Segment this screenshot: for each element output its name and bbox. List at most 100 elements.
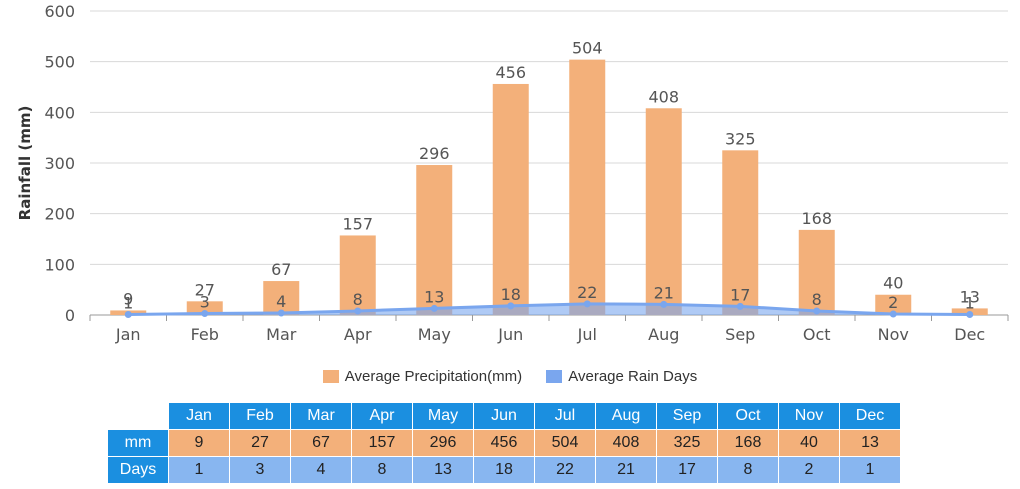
bar-precipitation [186, 301, 223, 315]
data-table-days-cell: 8 [717, 456, 779, 484]
bar-precipitation [492, 83, 529, 316]
data-label-rain-days: 18 [501, 285, 521, 304]
data-table-header-row: Jan Feb Mar Apr May Jun Jul Aug Sep Oct Nov Dec [107, 402, 901, 430]
data-label-precipitation: 67 [271, 260, 291, 279]
x-tick-label: Nov [878, 325, 909, 344]
data-table-mm-cell: 408 [595, 429, 657, 457]
data-label-rain-days: 8 [353, 290, 363, 309]
data-table: Jan Feb Mar Apr May Jun Jul Aug Sep Oct Nov Dec mm … [107, 402, 901, 484]
data-table-mm-cell: 9 [168, 429, 230, 457]
data-table-mm-cell: 504 [534, 429, 596, 457]
point-rain-days [277, 309, 285, 317]
y-axis-label: Rainfall (mm) [16, 106, 34, 221]
bar-precipitation [645, 108, 682, 315]
point-rain-days [583, 300, 591, 308]
data-table-month-header: Jun [473, 402, 535, 430]
data-table-days-cell: 1 [839, 456, 901, 484]
point-rain-days [354, 307, 362, 315]
data-table-month-header: Jul [534, 402, 596, 430]
data-label-rain-days: 3 [200, 292, 210, 311]
data-label-precipitation: 456 [495, 63, 526, 82]
data-table-mm-cell: 40 [778, 429, 840, 457]
data-table-month-header: Apr [351, 402, 413, 430]
x-tick-label: Jan [115, 325, 141, 344]
data-table-days-cell: 22 [534, 456, 596, 484]
y-tick-label: 0 [65, 306, 75, 325]
point-rain-days [813, 307, 821, 315]
bar-precipitation [263, 281, 300, 315]
data-table-month-header: Nov [778, 402, 840, 430]
x-tick-label: Jun [497, 325, 523, 344]
data-label-rain-days: 4 [276, 292, 286, 311]
legend-precipitation[interactable]: Average Precipitation(mm) [322, 368, 523, 385]
data-table-days-cell: 2 [778, 456, 840, 484]
data-table-days-row: Days 1 3 4 8 13 18 22 21 17 8 2 1 [107, 456, 901, 484]
point-rain-days [736, 302, 744, 310]
data-table-corner [107, 402, 169, 430]
data-table-mm-label: mm [107, 429, 169, 457]
bar-precipitation [722, 150, 759, 315]
data-label-precipitation: 13 [960, 287, 980, 306]
bar-precipitation [798, 229, 835, 315]
legend-rain-days[interactable]: Average Rain Days [546, 368, 697, 385]
data-table-month-header: Sep [656, 402, 718, 430]
x-tick-label: Aug [648, 325, 679, 344]
data-label-precipitation: 408 [648, 87, 679, 106]
point-rain-days [507, 302, 515, 310]
bar-precipitation [569, 59, 606, 315]
data-label-precipitation: 27 [195, 280, 215, 299]
x-tick-label: Dec [954, 325, 985, 344]
x-tick-label: Feb [191, 325, 219, 344]
data-label-rain-days: 13 [424, 287, 444, 306]
data-label-precipitation: 157 [342, 214, 373, 233]
data-table-month-header: Mar [290, 402, 352, 430]
data-label-rain-days: 8 [812, 290, 822, 309]
x-tick-label: May [418, 325, 451, 344]
data-table-days-cell: 13 [412, 456, 474, 484]
data-label-rain-days: 21 [654, 283, 674, 302]
data-table-mm-cell: 168 [717, 429, 779, 457]
data-label-precipitation: 325 [725, 129, 756, 148]
data-table-mm-cell: 325 [656, 429, 718, 457]
data-table-mm-cell: 67 [290, 429, 352, 457]
legend-precipitation-label: Average Precipitation(mm) [344, 368, 523, 385]
x-tick-label: Jul [577, 325, 597, 344]
x-tick-label: Oct [803, 325, 831, 344]
y-tick-label: 300 [44, 154, 75, 173]
point-rain-days [966, 310, 974, 318]
y-tick-label: 400 [44, 103, 75, 122]
data-table-month-header: Jan [168, 402, 230, 430]
data-table-mm-cell: 157 [351, 429, 413, 457]
point-rain-days [660, 300, 668, 308]
data-label-rain-days: 1 [123, 293, 133, 312]
point-rain-days [430, 304, 438, 312]
data-table-days-cell: 21 [595, 456, 657, 484]
legend-rain-days-swatch [546, 370, 563, 383]
x-tick-label: Mar [266, 325, 297, 344]
y-tick-label: 100 [44, 255, 75, 274]
data-label-precipitation: 168 [801, 209, 832, 228]
data-table-month-header: Dec [839, 402, 901, 430]
x-tick-label: Sep [725, 325, 755, 344]
data-table-month-header: May [412, 402, 474, 430]
data-label-precipitation: 40 [883, 274, 903, 293]
legend-precipitation-swatch [322, 370, 339, 383]
data-table-month-header: Feb [229, 402, 291, 430]
bar-precipitation [416, 165, 453, 315]
data-table-mm-row: mm 9 27 67 157 296 456 504 408 325 168 40 13 [107, 429, 901, 457]
point-rain-days [889, 310, 897, 318]
data-table-days-cell: 1 [168, 456, 230, 484]
data-label-rain-days: 22 [577, 283, 597, 302]
data-table-month-header: Aug [595, 402, 657, 430]
data-table-mm-cell: 27 [229, 429, 291, 457]
bar-precipitation [339, 235, 376, 315]
data-label-rain-days: 2 [888, 293, 898, 312]
chart-legend: Average Precipitation(mm) Average Rain D… [0, 368, 1020, 392]
legend-rain-days-label: Average Rain Days [568, 368, 698, 385]
bar-precipitation [875, 294, 912, 315]
data-label-rain-days: 17 [730, 285, 750, 304]
y-tick-label: 600 [44, 2, 75, 21]
point-rain-days [124, 310, 132, 318]
data-table-days-label: Days [107, 456, 169, 484]
point-rain-days [201, 309, 209, 317]
